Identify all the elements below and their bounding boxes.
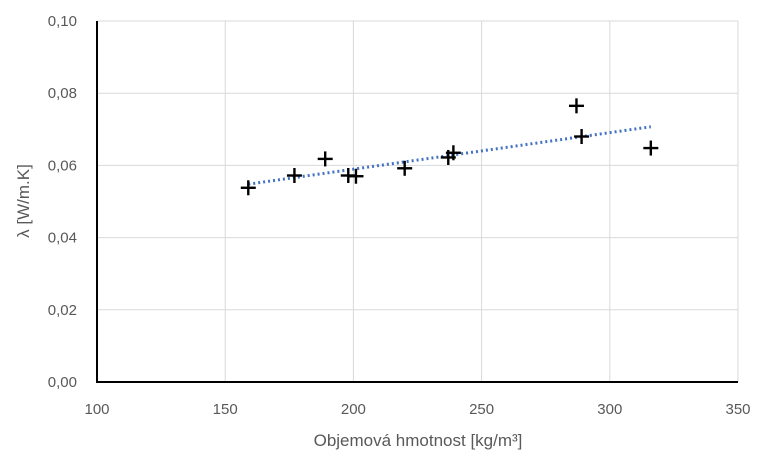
x-tick-label: 300 [597, 401, 622, 418]
trendline-layer [248, 125, 652, 186]
data-point [643, 140, 659, 156]
y-tick-label: 0,04 [48, 230, 77, 247]
data-point [240, 180, 256, 196]
axes [96, 21, 738, 383]
y-tick-label: 0,00 [48, 374, 77, 391]
x-tick-label: 350 [725, 401, 750, 418]
trendline [248, 125, 652, 186]
x-tick-label: 200 [341, 401, 366, 418]
data-point [568, 98, 584, 114]
gridlines [97, 20, 739, 382]
data-point [574, 129, 590, 145]
data-point [397, 160, 413, 176]
x-tick-label: 150 [213, 401, 238, 418]
x-axis-title: Objemová hmotnost [kg/m³] [314, 431, 523, 450]
data-point [348, 168, 364, 184]
tick-labels: 100 150 200 250 300 350 0,00 0,02 0,04 0,06 0,08 0,… [48, 13, 751, 418]
y-axis-title: λ [W/m.K] [14, 164, 33, 238]
y-tick-label: 0,10 [48, 13, 77, 30]
x-tick-label: 250 [469, 401, 494, 418]
data-point [445, 145, 461, 161]
data-point [286, 168, 302, 184]
x-tick-label: 100 [84, 401, 109, 418]
data-points [240, 98, 659, 196]
y-tick-label: 0,02 [48, 302, 77, 319]
y-tick-label: 0,06 [48, 157, 77, 174]
data-point [317, 151, 333, 167]
y-tick-label: 0,08 [48, 85, 77, 102]
